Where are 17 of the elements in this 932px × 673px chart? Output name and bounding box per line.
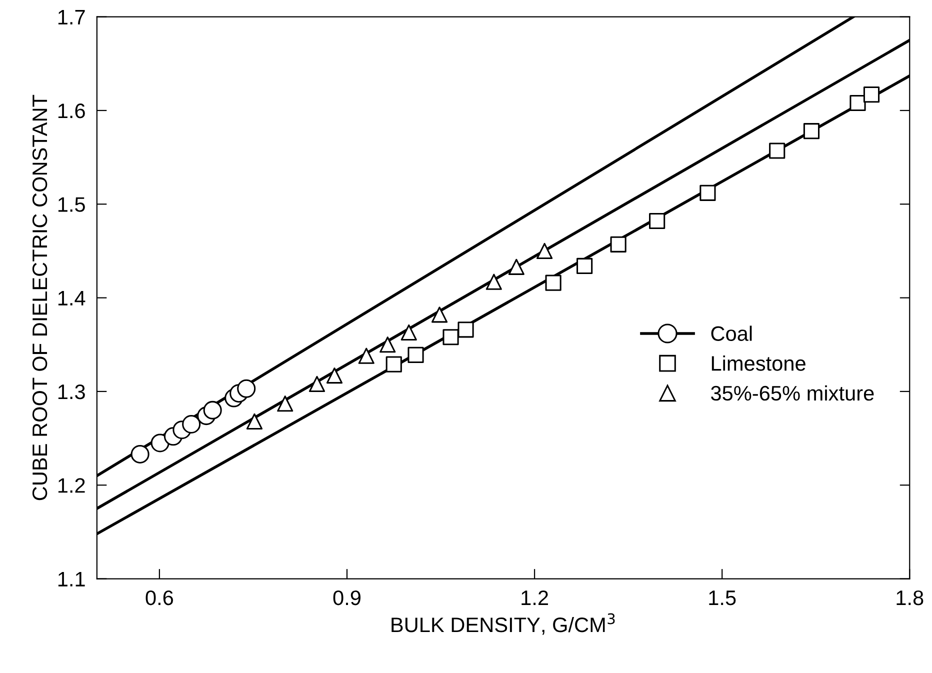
legend-label: Limestone — [712, 356, 806, 371]
x-tick-label: 1.2 — [522, 590, 548, 605]
y-tick-label: 1.7 — [58, 10, 85, 24]
y-tick-label: 1.2 — [58, 478, 85, 493]
x-tick-label: 0.9 — [333, 590, 360, 606]
x-axis-title: BULK DENSITY, G/CM$^{3}$ — [392, 613, 615, 635]
legend-label: 35%-65% mixture — [711, 385, 874, 401]
y-tick-label: 1.3 — [58, 384, 85, 400]
x-tick-label: 1.5 — [709, 590, 736, 606]
x-tick-label: 0.6 — [146, 590, 174, 606]
y-tick-label: 1.5 — [58, 197, 85, 212]
y-tick-label: 1.4 — [58, 291, 86, 306]
legend-label: Coal — [711, 326, 752, 341]
y-tick-label: 1.6 — [58, 103, 85, 118]
y-tick-label: 1.1 — [58, 572, 85, 586]
x-tick-label: 1.8 — [896, 590, 924, 606]
y-axis-title: CUBE ROOT OF DIELECTRIC CONSTANT — [32, 94, 48, 500]
